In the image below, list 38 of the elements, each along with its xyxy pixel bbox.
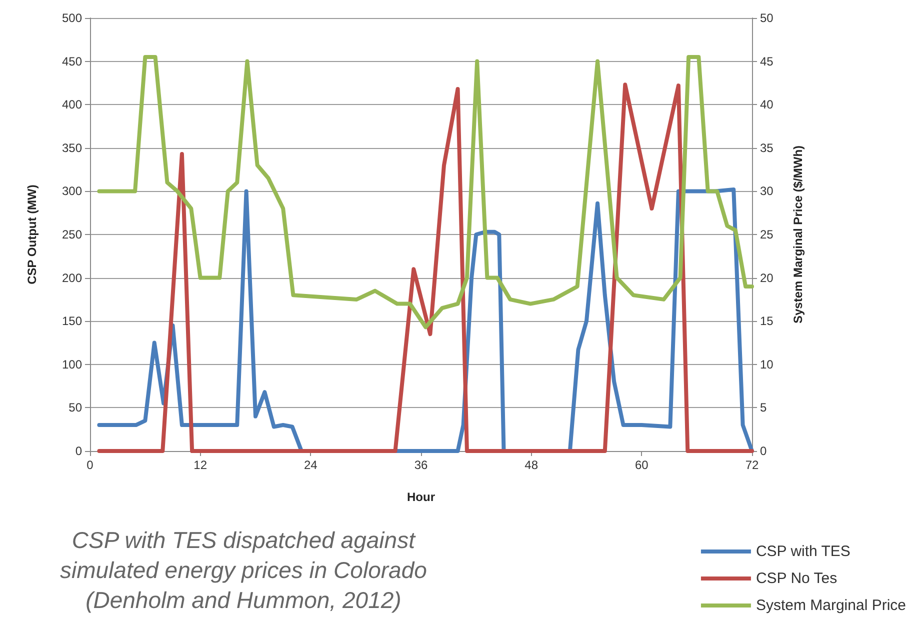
y2-tick-label: 30 xyxy=(760,184,774,198)
y-tick-label: 450 xyxy=(62,54,82,68)
y2-tick-label: 45 xyxy=(760,54,774,68)
x-tick-label: 48 xyxy=(524,458,538,472)
line-series xyxy=(97,82,754,453)
y2-tick-label: 40 xyxy=(760,98,774,112)
y2-tick-label: 5 xyxy=(760,400,767,415)
y-tick-label: 200 xyxy=(62,270,82,285)
y2-tick-label: 50 xyxy=(760,11,774,25)
y2-tick-label: 15 xyxy=(760,314,774,328)
y2-tick-label: 20 xyxy=(760,270,774,285)
x-tick-label: 12 xyxy=(194,458,208,472)
x-axis-title: Hour xyxy=(407,490,436,504)
y-tick-label: 100 xyxy=(62,357,82,372)
legend-label: CSP No Tes xyxy=(756,570,838,587)
y-tick-label: 150 xyxy=(62,314,82,328)
y-tick-label: 400 xyxy=(62,98,82,112)
x-tick-label: 36 xyxy=(414,458,428,472)
y-tick-label: 0 xyxy=(75,444,82,458)
x-tick-label: 24 xyxy=(304,458,318,472)
legend-label: CSP with TES xyxy=(756,543,850,560)
y-axis-title: CSP Output (MW) xyxy=(25,184,39,284)
x-tick-label: 72 xyxy=(745,458,759,472)
y-tick-label: 500 xyxy=(62,11,82,25)
y-tick-label: 50 xyxy=(68,400,82,415)
y-tick-label: 250 xyxy=(62,228,82,242)
y-tick-label: 300 xyxy=(62,184,82,198)
x-tick-label: 0 xyxy=(86,458,94,472)
y2-tick-label: 35 xyxy=(760,140,774,155)
y2-axis-title: System Marginal Price ($/MWh) xyxy=(791,145,805,324)
y2-tick-label: 25 xyxy=(760,228,774,242)
legend-label: System Marginal Price xyxy=(756,597,906,614)
line-series xyxy=(97,54,754,330)
text: CSP with TES dispatched against simulated energy prices in Colorado (Denholm and Hummon, 2012) xyxy=(60,527,428,613)
y2-tick-label: 10 xyxy=(760,357,774,372)
y2-tick-label: 0 xyxy=(760,444,767,458)
x-tick-label: 60 xyxy=(634,458,649,472)
y-tick-label: 350 xyxy=(62,140,82,155)
